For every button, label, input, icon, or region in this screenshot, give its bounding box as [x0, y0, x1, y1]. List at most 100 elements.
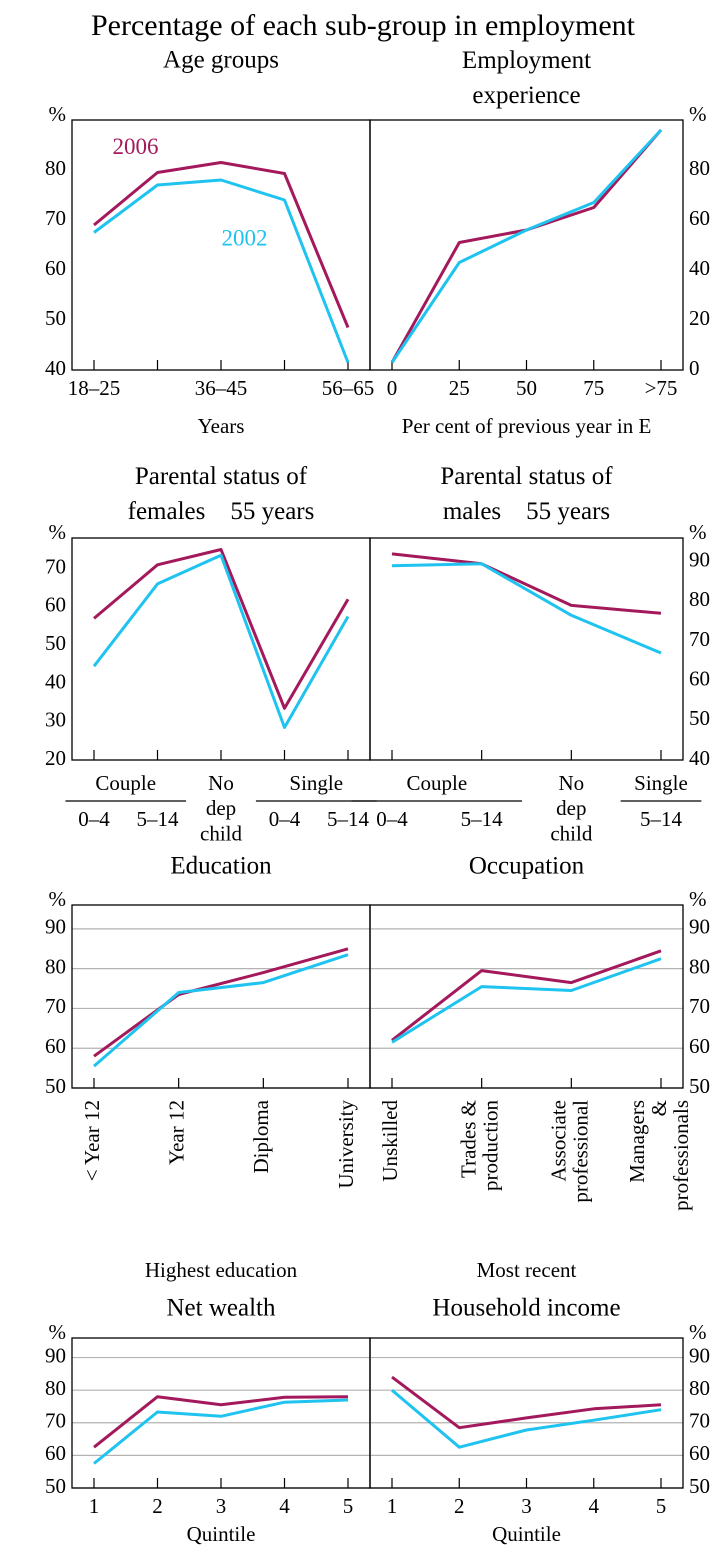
series-line	[93, 178, 350, 364]
x-tick-label: 50	[516, 376, 537, 400]
x-tick-label: >75	[645, 376, 678, 400]
y-tick-label: 50	[45, 1474, 66, 1498]
text-line: females 55 years	[128, 498, 315, 525]
y-unit: %	[49, 102, 67, 126]
text-line: Parental status of	[440, 463, 613, 490]
y-tick-label: 90	[689, 548, 710, 572]
x-axis-label: Years	[198, 414, 245, 438]
panel-title: Education	[170, 853, 272, 880]
y-unit: %	[689, 520, 707, 544]
text-line: &	[647, 1100, 671, 1116]
y-tick-label: 60	[689, 667, 710, 691]
y-unit: %	[689, 887, 707, 911]
panel-title: Parental status of males 55 years	[440, 463, 613, 525]
y-tick-label: 70	[689, 627, 710, 651]
x-tick-label: 5–14	[137, 807, 180, 831]
panel-title: Employment experience	[462, 47, 591, 109]
y-unit: %	[689, 102, 707, 126]
series-line	[93, 1395, 349, 1449]
series-line	[391, 1375, 662, 1430]
y-tick-label: 40	[689, 746, 710, 770]
y-tick-label: 60	[45, 593, 66, 617]
y-tick-label: 80	[45, 1376, 66, 1400]
y-tick-label: 20	[45, 746, 66, 770]
x-tick-label: 5–14	[327, 807, 370, 831]
x-tick-label: 2	[152, 1494, 163, 1518]
series-line	[93, 161, 350, 329]
series-line	[391, 1389, 662, 1449]
x-axis-label: Quintile	[187, 1522, 256, 1546]
text-line: Parental status of	[135, 463, 308, 490]
text-line: dep	[556, 796, 586, 820]
x-axis-label: Per cent of previous year in E	[402, 414, 652, 438]
x-tick-label: 5–14	[461, 807, 504, 831]
y-tick-label: 40	[689, 256, 710, 280]
y-tick-label: 0	[689, 356, 700, 380]
x-tick-label: 4	[279, 1494, 290, 1518]
panel-frame	[71, 904, 371, 1089]
x-tick-label: 36–45	[195, 376, 248, 400]
x-tick-label: 1	[387, 1494, 398, 1518]
x-tick-label: Unskilled	[378, 1100, 402, 1182]
x-tick-label: No dep child	[550, 771, 592, 845]
series-line	[93, 953, 349, 1068]
y-tick-label: 40	[45, 669, 66, 693]
x-tick-label: 56–65	[322, 376, 375, 400]
panel-title: Net wealth	[167, 1295, 276, 1322]
panel-title: Occupation	[469, 853, 585, 880]
series-line	[93, 947, 349, 1058]
series-label: 2006	[113, 134, 159, 159]
text-line: professional	[568, 1100, 592, 1203]
y-tick-label: 60	[45, 256, 66, 280]
panel-frame	[369, 537, 684, 761]
y-tick-label: 40	[45, 356, 66, 380]
y-tick-label: 30	[45, 708, 66, 732]
series-line	[391, 552, 662, 615]
text-line: professionals	[669, 1100, 693, 1211]
x-tick-label: 75	[583, 376, 604, 400]
series-label: 2002	[222, 225, 268, 250]
y-tick-label: 70	[45, 1409, 66, 1433]
text-line: No	[208, 771, 234, 795]
x-axis-label: Quintile	[492, 1522, 561, 1546]
series-line	[390, 128, 663, 364]
group-label: Couple	[95, 771, 156, 795]
x-tick-label: 3	[521, 1494, 532, 1518]
y-tick-label: 80	[689, 587, 710, 611]
panel-title: Household income	[432, 1295, 620, 1322]
y-tick-label: 60	[45, 1034, 66, 1058]
x-tick-label: 1	[89, 1494, 100, 1518]
text-line: production	[478, 1100, 502, 1191]
text-line: Employment	[462, 47, 591, 74]
y-unit: %	[49, 887, 67, 911]
x-tick-label: Managers&professionals	[625, 1100, 693, 1211]
text-line: experience	[472, 82, 580, 109]
series-line	[390, 129, 663, 364]
y-tick-label: 50	[45, 1074, 66, 1098]
x-tick-label: Trades &production	[456, 1100, 502, 1191]
series-line	[391, 562, 662, 655]
group-label: Single	[289, 771, 343, 795]
panel-title: Age groups	[163, 47, 279, 74]
y-tick-label: 80	[689, 156, 710, 180]
x-axis-label: Most recent	[477, 1258, 577, 1282]
y-tick-label: 60	[45, 1441, 66, 1465]
y-tick-label: 60	[689, 206, 710, 230]
text-line: No	[558, 771, 584, 795]
series-line	[93, 1398, 349, 1465]
y-tick-label: 70	[45, 994, 66, 1018]
x-tick-label: 0–4	[376, 807, 408, 831]
x-tick-label: 25	[449, 376, 470, 400]
x-tick-label: 5	[343, 1494, 354, 1518]
x-tick-label: 4	[589, 1494, 600, 1518]
x-tick-label: 0–4	[269, 807, 301, 831]
series-line	[391, 949, 662, 1042]
x-tick-label: 2	[454, 1494, 465, 1518]
y-tick-label: 20	[689, 306, 710, 330]
x-tick-label: 0–4	[78, 807, 110, 831]
y-tick-label: 80	[45, 156, 66, 180]
y-tick-label: 50	[45, 306, 66, 330]
text-line: males 55 years	[443, 498, 610, 525]
x-tick-label: 18–25	[68, 376, 121, 400]
